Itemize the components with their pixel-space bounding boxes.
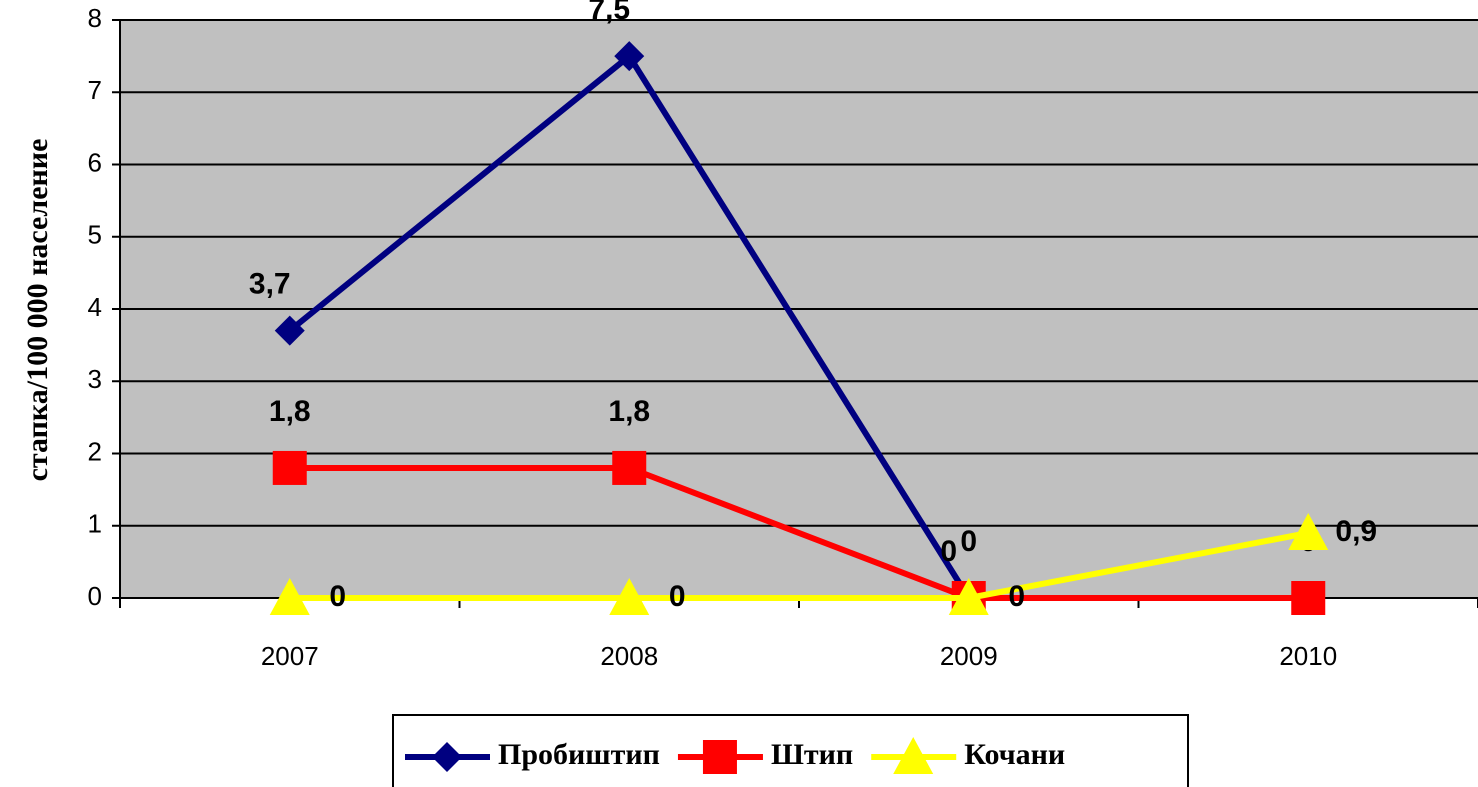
data-label: 7,5 (588, 0, 630, 26)
data-label: 1,8 (608, 395, 650, 428)
series-line (289, 530, 1309, 601)
legend-label: Кочани (964, 738, 1065, 771)
data-label: 0,9 (1335, 515, 1377, 548)
y-tick-label: 8 (88, 3, 102, 33)
marker (1288, 512, 1329, 550)
y-tick-label: 3 (88, 364, 102, 394)
data-label: 0 (1008, 580, 1025, 613)
y-tick-label: 6 (88, 147, 102, 177)
marker (269, 578, 310, 615)
data-label: 0 (669, 580, 686, 613)
marker (614, 41, 645, 72)
legend-label: Штип (771, 738, 853, 771)
y-tick-label: 7 (88, 75, 102, 105)
legend-box (392, 714, 1189, 787)
y-tick-label: 4 (88, 292, 102, 322)
y-tick-label: 5 (88, 220, 102, 250)
marker (432, 742, 462, 772)
data-label: 1,8 (269, 395, 311, 428)
marker (948, 578, 989, 615)
data-label: 0 (329, 580, 346, 613)
series-line (289, 464, 1309, 601)
marker (272, 450, 307, 485)
data-label: 0 (960, 525, 977, 558)
marker (609, 578, 650, 615)
marker (702, 740, 737, 774)
y-tick-label: 1 (88, 509, 102, 539)
marker (612, 450, 647, 485)
legend-label: Пробиштип (498, 738, 660, 771)
x-tick-label: 2010 (1279, 641, 1337, 671)
x-tick-label: 2007 (261, 641, 319, 671)
data-label: 0 (940, 535, 957, 568)
marker (893, 737, 934, 774)
data-label: 3,7 (249, 268, 291, 301)
x-tick-label: 2008 (600, 641, 658, 671)
y-tick-label: 0 (88, 581, 102, 611)
marker (1291, 581, 1326, 615)
y-tick-label: 2 (88, 436, 102, 466)
y-axis-label: стапка/100 000 население (21, 139, 54, 482)
marker (274, 315, 305, 346)
x-tick-label: 2009 (940, 641, 998, 671)
